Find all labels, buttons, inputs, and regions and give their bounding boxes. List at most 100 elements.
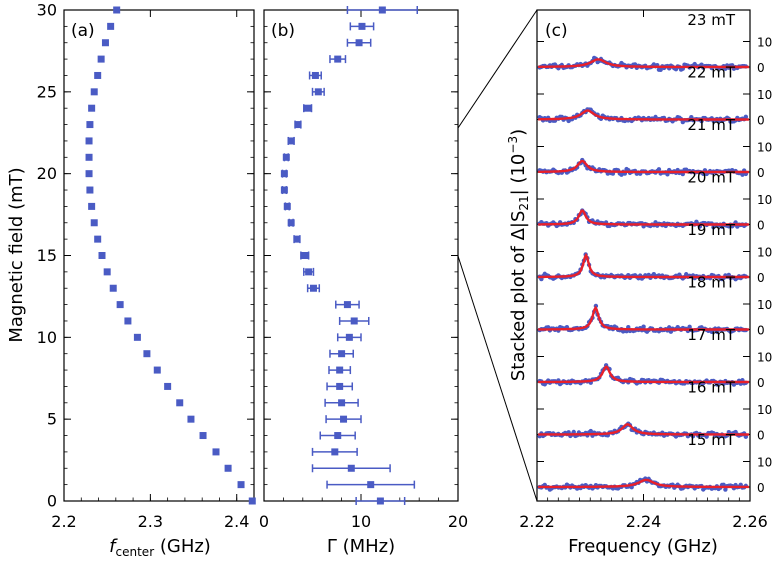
data-point xyxy=(107,22,115,30)
panel-c-right-tick-label: 0 xyxy=(757,114,765,128)
panel-c-right-tick-label: 0 xyxy=(757,61,765,75)
data-point xyxy=(94,235,102,243)
panel-b-xtick-label: 20 xyxy=(448,512,468,531)
panel-c-traces: 23 mT 22 mT 21 mT 20 mT 19 mT 18 mT 17 mT 16 mT… xyxy=(537,11,749,492)
data-point xyxy=(301,252,309,259)
data-point xyxy=(665,172,670,177)
panel-c-right-tick-label: 0 xyxy=(757,166,765,180)
panel-c-right-tick-label: 10 xyxy=(757,246,772,260)
panel-c-right-tick-label: 10 xyxy=(757,193,772,207)
fit-curve xyxy=(538,58,749,69)
data-point xyxy=(340,415,348,423)
data-point xyxy=(656,167,662,172)
data-point xyxy=(88,104,96,112)
panel-c-xtick-label: 2.24 xyxy=(626,512,662,531)
fit-curve xyxy=(538,209,749,226)
panel-b-xtick-label: 0 xyxy=(259,512,269,531)
connector-lower xyxy=(457,255,538,502)
fit-curve xyxy=(538,305,749,331)
panel-b-xtick-label: 10 xyxy=(351,512,371,531)
fit-curve xyxy=(538,252,749,279)
data-point xyxy=(97,55,105,63)
data-point xyxy=(109,284,117,292)
data-point xyxy=(350,317,358,325)
data-point xyxy=(345,333,353,341)
data-point xyxy=(90,219,98,227)
data-point xyxy=(116,301,124,309)
panel-a: (a) 2.2 2.3 2.4 0 5 10 15 20 25 30 Magnetic field… xyxy=(6,1,256,559)
fit-curve xyxy=(538,109,749,121)
trace-label: 15 mT xyxy=(687,431,735,449)
data-point xyxy=(314,88,322,96)
data-point xyxy=(343,301,351,309)
panel-c-frame xyxy=(536,9,751,502)
panel-c-ylabel: Stacked plot of Δ|S21| (10−3) xyxy=(506,129,531,381)
data-point xyxy=(304,104,312,112)
data-point xyxy=(355,39,363,47)
data-point xyxy=(176,399,184,407)
panel-b-label: (b) xyxy=(271,21,295,41)
data-point xyxy=(164,382,172,390)
panel-c-right-tick-label: 10 xyxy=(757,403,772,417)
panel-c-right-tick-label: 0 xyxy=(757,429,765,443)
data-point xyxy=(336,366,344,374)
panel-c-right-tick-label: 0 xyxy=(757,376,765,390)
data-point xyxy=(658,67,663,73)
data-point xyxy=(248,497,256,505)
panel-c-right-tick-label: 10 xyxy=(757,298,772,312)
panel-c-xtick-label: 2.22 xyxy=(519,512,555,531)
panel-c-right-tick-label: 0 xyxy=(757,219,765,233)
panel-a-ytick-label: 25 xyxy=(37,82,57,101)
fit-curve xyxy=(538,478,749,489)
panel-c: (c) 2.22 2.24 2.26 10 0 10 0 10 0 10 0 10 0 10 0 10 0 10 0… xyxy=(506,9,772,557)
data-point xyxy=(86,121,94,129)
data-point xyxy=(98,252,106,259)
data-point xyxy=(224,464,232,472)
trace-label: 21 mT xyxy=(687,116,735,134)
panel-a-xtick-label: 2.3 xyxy=(138,512,163,531)
panel-b: (b) 0 10 20 Γ (MHz) xyxy=(259,6,468,557)
panel-a-ytick-label: 5 xyxy=(47,410,57,429)
fit-curve xyxy=(538,159,749,174)
panel-b-ticks: 0 10 20 xyxy=(259,9,468,531)
data-point xyxy=(282,153,290,161)
data-point xyxy=(311,71,319,79)
data-point xyxy=(143,350,151,358)
data-point xyxy=(309,284,317,292)
data-point xyxy=(740,172,745,177)
data-point xyxy=(88,202,96,210)
data-point xyxy=(85,137,93,145)
trace-label: 23 mT xyxy=(687,11,735,29)
data-point xyxy=(287,137,295,145)
data-point xyxy=(358,22,366,30)
panel-c-label: (c) xyxy=(545,21,568,41)
data-point xyxy=(113,6,121,14)
data-point xyxy=(723,487,728,492)
trace-label: 16 mT xyxy=(687,379,735,397)
panel-c-ticks: 2.22 2.24 2.26 10 0 10 0 10 0 10 0 10 0 10 0 10 0 10 0 10 0 xyxy=(519,10,772,531)
panel-a-xtick-label: 2.4 xyxy=(224,512,249,531)
panel-a-ytick-label: 10 xyxy=(37,328,57,347)
data-point xyxy=(85,153,93,161)
data-point xyxy=(103,268,111,276)
trace-label: 20 mT xyxy=(687,169,735,187)
panel-c-right-tick-label: 10 xyxy=(757,88,772,102)
panel-a-xlabel: fcenter (GHz) xyxy=(109,536,211,559)
panel-b-xlabel: Γ (MHz) xyxy=(327,536,395,557)
trace-label: 18 mT xyxy=(687,274,735,292)
data-point xyxy=(85,170,93,178)
trace-label: 17 mT xyxy=(687,326,735,344)
data-point xyxy=(378,6,386,14)
data-point xyxy=(287,219,295,227)
panel-c-right-tick-label: 0 xyxy=(757,271,765,285)
data-point xyxy=(305,268,313,276)
data-point xyxy=(641,324,646,329)
data-point xyxy=(283,202,291,210)
data-point xyxy=(94,71,102,79)
zoom-connectors xyxy=(457,9,538,502)
data-point xyxy=(124,317,132,325)
data-point xyxy=(347,464,355,472)
data-point xyxy=(334,432,342,440)
data-point xyxy=(237,481,245,489)
